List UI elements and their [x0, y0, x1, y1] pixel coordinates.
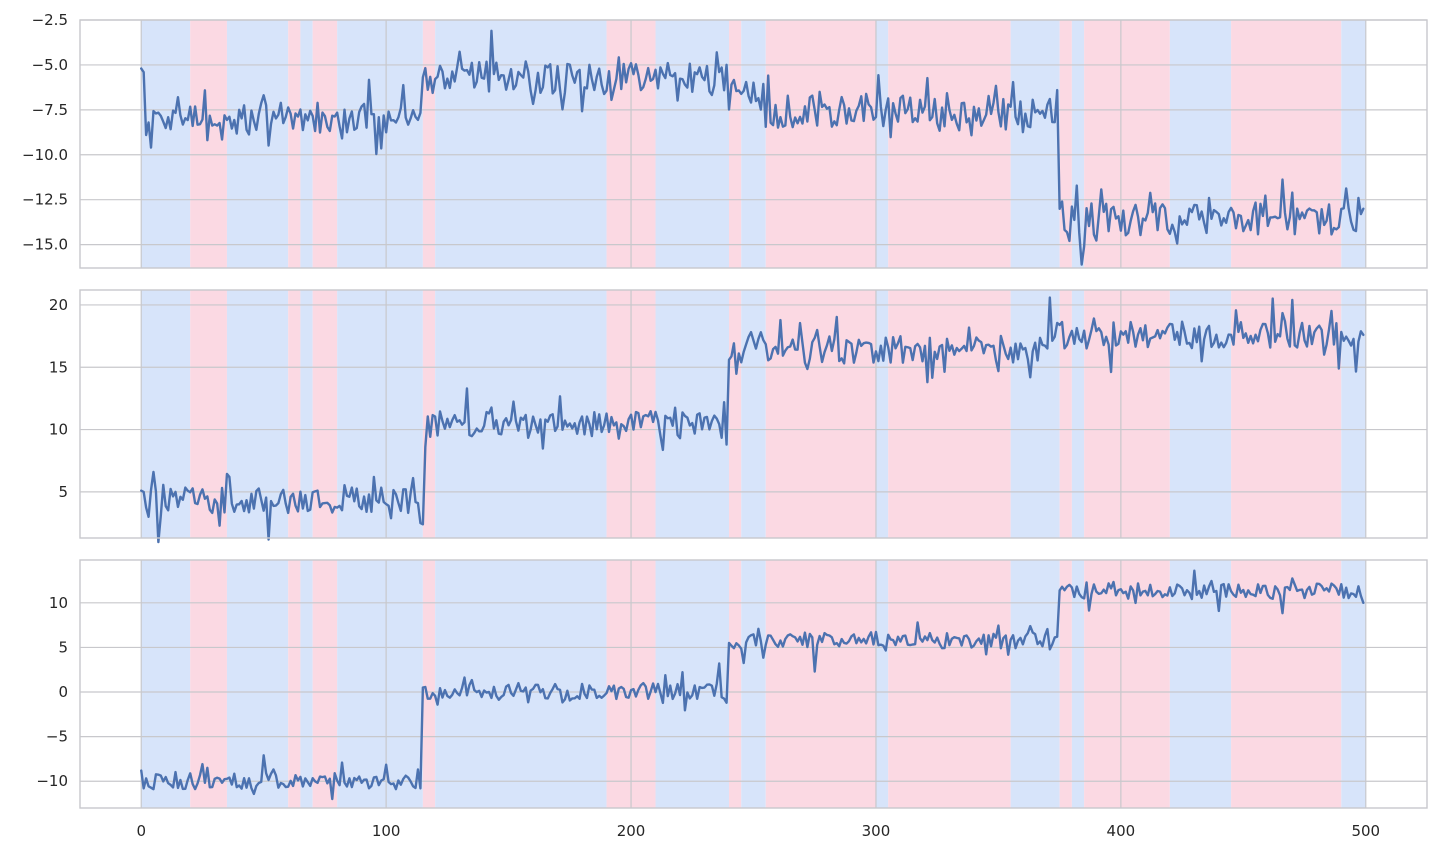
regime-band [337, 560, 423, 808]
panel-frame [79, 289, 1428, 539]
regime-band [765, 20, 876, 268]
y-tick-label: 0 [58, 683, 68, 701]
regime-band [1169, 20, 1232, 268]
regime-band [1231, 20, 1342, 268]
regime-band [741, 290, 766, 538]
y-tick-label: 10 [49, 421, 68, 439]
regime-band [1010, 560, 1060, 808]
y-tick-label: −7.5 [32, 101, 68, 119]
y-tick-label: −10.0 [22, 146, 68, 164]
regime-band [765, 560, 876, 808]
regime-band [312, 20, 338, 268]
regime-band [300, 20, 313, 268]
regime-band [312, 290, 338, 538]
regime-band [226, 290, 289, 538]
regime-band [1084, 560, 1170, 808]
regime-band [226, 20, 289, 268]
regime-band [1059, 560, 1072, 808]
series-line [140, 569, 1365, 801]
regime-band [655, 290, 730, 538]
regime-band [875, 20, 889, 268]
x-tick-label: 400 [1107, 822, 1136, 840]
y-tick-label: −5 [46, 728, 68, 746]
regime-band [875, 560, 889, 808]
regime-band [729, 290, 742, 538]
regime-band [729, 560, 742, 808]
x-tick-label: 200 [617, 822, 646, 840]
y-tick-label: 20 [49, 296, 68, 314]
regime-band [141, 560, 191, 808]
regime-band [1071, 290, 1085, 538]
regime-band [1071, 560, 1085, 808]
regime-band [888, 560, 1011, 808]
chart-panel-3: −10 −5 0 5 10 [36, 559, 1428, 809]
x-tick-label: 0 [136, 822, 146, 840]
y-tick-label: 5 [58, 638, 68, 656]
regime-band [741, 560, 766, 808]
regime-band [729, 20, 742, 268]
y-tick-label: −10 [36, 772, 68, 790]
regime-band [141, 20, 191, 268]
regime-band [300, 290, 313, 538]
regime-band [288, 290, 301, 538]
regime-band [1059, 290, 1072, 538]
regime-band [190, 20, 227, 268]
panel-frame [79, 19, 1428, 269]
regime-band [1010, 20, 1060, 268]
regime-band [1084, 290, 1170, 538]
regime-band [190, 560, 227, 808]
x-tick-label: 500 [1351, 822, 1380, 840]
y-tick-label: −2.5 [32, 11, 68, 29]
chart-panel-1: −15.0 −12.5 −10.0 −7.5 −5.0 −2.5 [22, 11, 1428, 269]
y-tick-label: −5.0 [32, 56, 68, 74]
regime-band [1231, 560, 1342, 808]
x-tick-label: 300 [862, 822, 891, 840]
regime-band [888, 290, 1011, 538]
series-line [140, 29, 1365, 266]
regime-band [888, 20, 1011, 268]
regime-band [288, 20, 301, 268]
regime-band [226, 560, 289, 808]
regime-band [435, 20, 607, 268]
regime-band [312, 560, 338, 808]
regime-band [435, 290, 607, 538]
x-tick-label: 100 [372, 822, 401, 840]
y-tick-label: 5 [58, 483, 68, 501]
regime-band [1341, 290, 1366, 538]
y-tick-label: −12.5 [22, 191, 68, 209]
panel-frame [79, 559, 1428, 809]
regime-band [422, 20, 436, 268]
regime-band [300, 560, 313, 808]
regime-band [288, 560, 301, 808]
regime-band [422, 560, 436, 808]
y-tick-label: 10 [49, 594, 68, 612]
regime-band [875, 290, 889, 538]
y-tick-label: −15.0 [22, 236, 68, 254]
y-tick-label: 15 [49, 358, 68, 376]
regime-band [422, 290, 436, 538]
regime-band [765, 290, 876, 538]
regime-band [741, 20, 766, 268]
series-line [140, 296, 1365, 544]
chart-panel-2: 5 10 15 20 [49, 289, 1428, 544]
